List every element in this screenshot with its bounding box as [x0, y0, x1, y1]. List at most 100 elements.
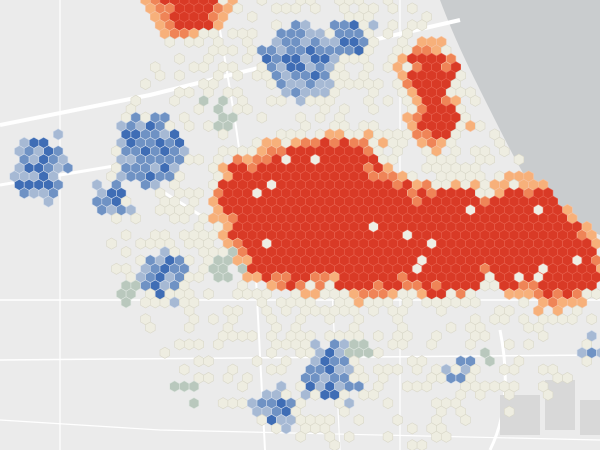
hex-cell — [145, 237, 156, 250]
hex-cell — [567, 313, 578, 326]
hex-cell — [140, 178, 151, 191]
hex-cell — [479, 279, 491, 292]
hex-cell — [397, 338, 408, 351]
hex-cell — [373, 330, 384, 342]
hex-cell — [120, 229, 132, 242]
hex-cell — [368, 103, 379, 116]
hex-cell — [203, 372, 214, 384]
hex-cell — [266, 78, 277, 90]
hex-cell — [184, 338, 195, 351]
hex-cell — [581, 355, 592, 368]
hex-cell — [217, 44, 229, 57]
hex-cell — [310, 422, 321, 435]
hex-cell — [154, 204, 166, 216]
lake — [440, 0, 600, 235]
hex-cell — [305, 94, 316, 107]
hex-cell — [256, 414, 267, 426]
hex-cell — [184, 120, 195, 132]
hex-cell — [111, 212, 122, 225]
hex-cell — [504, 405, 515, 418]
hex-cell — [353, 78, 364, 90]
hex-cell — [242, 52, 253, 65]
hex-cell — [227, 330, 238, 342]
hex-cell — [222, 271, 234, 284]
hex-cell — [135, 237, 146, 250]
hex-cell — [426, 338, 437, 351]
hex-cell — [179, 380, 190, 393]
hex-cell — [159, 346, 170, 359]
hex-cell — [538, 363, 549, 376]
hex-cell — [227, 27, 238, 40]
hex-cell — [557, 313, 568, 326]
hex-cell — [310, 304, 321, 317]
hex-cell — [392, 414, 403, 426]
hex-cell — [504, 388, 515, 401]
hex-cell — [271, 422, 282, 435]
hex-cell — [232, 288, 243, 300]
hex-cell — [193, 338, 204, 351]
hex-cell — [470, 296, 481, 309]
hex-cell — [125, 170, 137, 183]
hex-cell — [217, 397, 229, 410]
hex-cell — [373, 346, 384, 359]
hex-cell — [169, 212, 180, 225]
hex-cell — [237, 380, 248, 393]
hex-cell — [344, 430, 355, 443]
hex-cell — [43, 195, 54, 208]
hex-cell — [266, 346, 277, 359]
hex-cell — [382, 397, 394, 410]
hex-cell — [169, 296, 180, 309]
hex-cell — [96, 204, 107, 216]
hex-cell — [460, 296, 471, 309]
hex-cell — [470, 94, 481, 107]
hexbin-layer — [9, 0, 600, 450]
hex-cell — [232, 2, 243, 15]
hex-cell — [499, 313, 510, 326]
hex-cell — [188, 397, 200, 410]
hex-cell — [179, 212, 190, 225]
hex-cell — [344, 78, 355, 90]
hex-cell — [421, 162, 432, 174]
hex-cell — [319, 388, 331, 401]
hex-cell — [164, 36, 175, 48]
hex-cell — [407, 422, 418, 435]
hex-cell — [382, 27, 394, 40]
hex-cell — [465, 120, 476, 132]
hex-cell — [382, 430, 394, 443]
hex-cell — [193, 271, 204, 284]
hex-cell — [504, 338, 515, 351]
hex-cell — [411, 380, 423, 393]
hex-cell — [489, 380, 500, 393]
hex-cell — [523, 338, 534, 351]
hex-cell — [276, 279, 287, 292]
hex-cell — [203, 355, 214, 368]
hex-cell — [475, 120, 486, 132]
hex-cell — [295, 94, 306, 107]
hex-cell — [281, 338, 292, 351]
hex-cell — [499, 363, 510, 376]
hex-cell — [411, 363, 423, 376]
hex-cell — [111, 262, 122, 275]
hex-cell — [513, 153, 525, 166]
hex-cell — [251, 271, 263, 284]
hex-cell — [19, 187, 30, 200]
hex-cell — [450, 296, 461, 309]
hex-cell — [416, 19, 428, 32]
hex-cell — [242, 103, 253, 116]
hex-cell — [382, 61, 394, 74]
hex-cell — [421, 296, 432, 309]
hex-cell — [169, 94, 180, 107]
hex-cell — [266, 363, 277, 376]
hex-cell — [586, 313, 597, 326]
hex-cell — [542, 388, 554, 401]
hex-cell — [179, 363, 190, 376]
hex-cell — [130, 212, 141, 225]
hex-cell — [484, 355, 495, 368]
hex-cell — [295, 346, 306, 359]
hex-cell — [310, 2, 321, 15]
hex-cell — [184, 237, 195, 250]
hex-cell — [310, 388, 321, 401]
hex-cell — [319, 288, 331, 300]
